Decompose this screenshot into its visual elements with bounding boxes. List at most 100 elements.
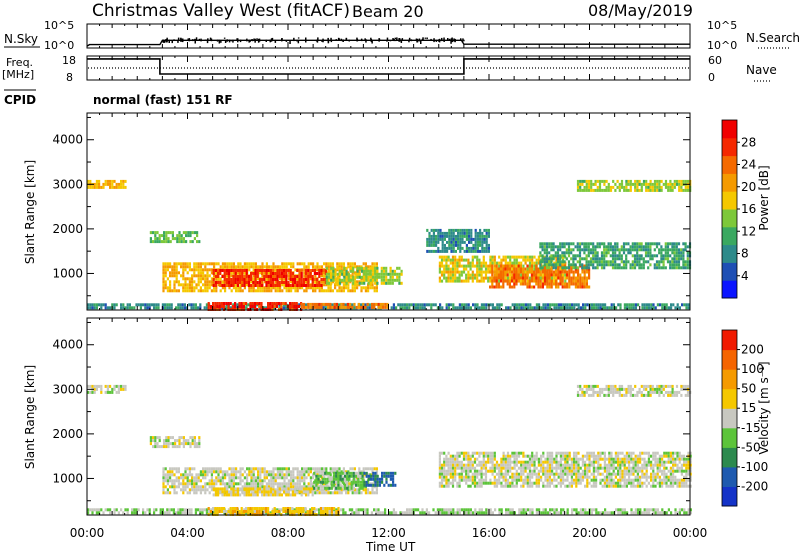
heatmap-cell: [363, 278, 366, 282]
heatmap-cell: [334, 269, 337, 273]
heatmap-cell: [528, 279, 531, 283]
heatmap-cell: [366, 302, 369, 306]
heatmap-cell: [196, 231, 199, 235]
heatmap-cell: [324, 510, 327, 513]
heatmap-cell: [461, 240, 464, 244]
heatmap-cell: [137, 303, 140, 307]
heatmap-cell: [641, 306, 644, 310]
heatmap-cell: [239, 269, 242, 272]
heatmap-cell: [456, 511, 459, 515]
heatmap-cell: [218, 302, 221, 305]
heatmap-cell: [346, 302, 349, 306]
heatmap-cell: [557, 276, 560, 280]
heatmap-cell: [544, 511, 547, 515]
heatmap-cell: [290, 265, 293, 269]
heatmap-cell: [511, 285, 514, 289]
heatmap-cell: [194, 303, 197, 307]
heatmap-cell: [188, 488, 191, 492]
heatmap-cell: [239, 289, 242, 293]
heatmap-cell: [169, 289, 172, 293]
heatmap-cell: [166, 511, 169, 515]
heatmap-cell: [162, 479, 165, 483]
heatmap-cell: [184, 265, 187, 269]
heatmap-cell: [369, 266, 372, 270]
heatmap-cell: [238, 510, 241, 513]
heatmap-cell: [432, 234, 435, 238]
heatmap-cell: [686, 263, 689, 267]
heatmap-cell: [497, 282, 500, 286]
heatmap-cell: [686, 266, 689, 270]
heatmap-cell: [673, 185, 676, 189]
heatmap-cell: [230, 265, 233, 269]
nsky-noise-mark: [305, 37, 307, 41]
heatmap-cell: [182, 262, 185, 266]
heatmap-cell: [154, 234, 157, 238]
heatmap-cell: [301, 476, 304, 480]
heatmap-cell: [239, 278, 242, 281]
heatmap-cell: [555, 261, 558, 265]
heatmap-cell: [287, 271, 290, 275]
heatmap-cell: [579, 179, 582, 183]
heatmap-cell: [206, 280, 209, 284]
heatmap-cell: [670, 306, 673, 310]
heatmap-cell: [254, 487, 257, 491]
heatmap-cell: [482, 279, 485, 283]
heatmap-cell: [563, 270, 566, 274]
heatmap-cell: [331, 262, 334, 266]
nave-tick-high: 60: [708, 54, 722, 67]
heatmap-cell: [572, 279, 575, 283]
heatmap-cell: [303, 268, 306, 272]
heatmap-cell: [537, 276, 540, 280]
heatmap-cell: [332, 269, 335, 273]
heatmap-cell: [113, 508, 116, 512]
heatmap-cell: [225, 272, 228, 275]
heatmap-cell: [120, 179, 123, 183]
heatmap-cell: [177, 482, 180, 486]
heatmap-cell: [269, 269, 272, 272]
heatmap-cell: [483, 511, 486, 515]
heatmap-cell: [382, 281, 386, 285]
heatmap-cell: [508, 264, 511, 268]
heatmap-cell: [294, 284, 297, 287]
heatmap-cell: [566, 303, 569, 307]
nsky-noise-mark: [348, 39, 350, 42]
heatmap-cell: [307, 286, 310, 290]
heatmap-cell: [156, 231, 159, 235]
heatmap-cell: [232, 284, 235, 287]
heatmap-cell: [274, 272, 277, 275]
heatmap-cell: [630, 511, 633, 515]
heatmap-cell: [342, 283, 345, 287]
heatmap-cell: [352, 281, 355, 285]
heatmap-cell: [313, 272, 316, 275]
heatmap-cell: [649, 182, 652, 186]
heatmap-cell: [587, 185, 591, 189]
heatmap-cell: [278, 281, 281, 284]
heatmap-cell: [513, 279, 516, 283]
heatmap-cell: [303, 271, 306, 275]
heatmap-cell: [468, 234, 471, 238]
heatmap-cell: [309, 490, 312, 494]
heatmap-cell: [289, 275, 292, 278]
heatmap-cell: [321, 477, 325, 481]
heatmap-cell: [287, 482, 290, 486]
heatmap-cell: [513, 276, 516, 280]
nsky-noise-mark: [330, 39, 333, 43]
heatmap-cell: [644, 248, 648, 252]
heatmap-cell: [245, 281, 248, 284]
heatmap-cell: [546, 282, 549, 286]
heatmap-cell: [628, 306, 631, 310]
heatmap-cell: [190, 306, 193, 310]
heatmap-cell: [656, 511, 659, 515]
heatmap-cell: [557, 270, 560, 274]
heatmap-cell: [515, 279, 518, 283]
heatmap-cell: [289, 269, 292, 272]
heatmap-cell: [638, 188, 641, 192]
heatmap-cell: [648, 303, 651, 307]
nsky-noise-mark: [408, 39, 410, 43]
heatmap-cell: [533, 306, 536, 310]
nsky-noise-mark: [256, 38, 258, 40]
heatmap-cell: [323, 271, 326, 275]
power-ylabel: Slant Range [km]: [23, 160, 37, 264]
heatmap-cell: [323, 274, 326, 278]
heatmap-cell: [526, 255, 529, 259]
